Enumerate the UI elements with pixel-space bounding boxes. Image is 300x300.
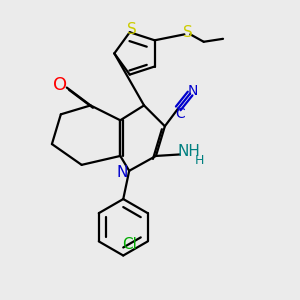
Text: N: N xyxy=(188,84,198,98)
Text: O: O xyxy=(53,76,67,94)
Text: S: S xyxy=(183,25,193,40)
Text: C: C xyxy=(175,107,184,121)
Text: H: H xyxy=(195,154,205,167)
Text: S: S xyxy=(127,22,137,37)
Text: Cl: Cl xyxy=(122,237,137,252)
Text: N: N xyxy=(116,165,128,180)
Text: NH: NH xyxy=(177,144,200,159)
